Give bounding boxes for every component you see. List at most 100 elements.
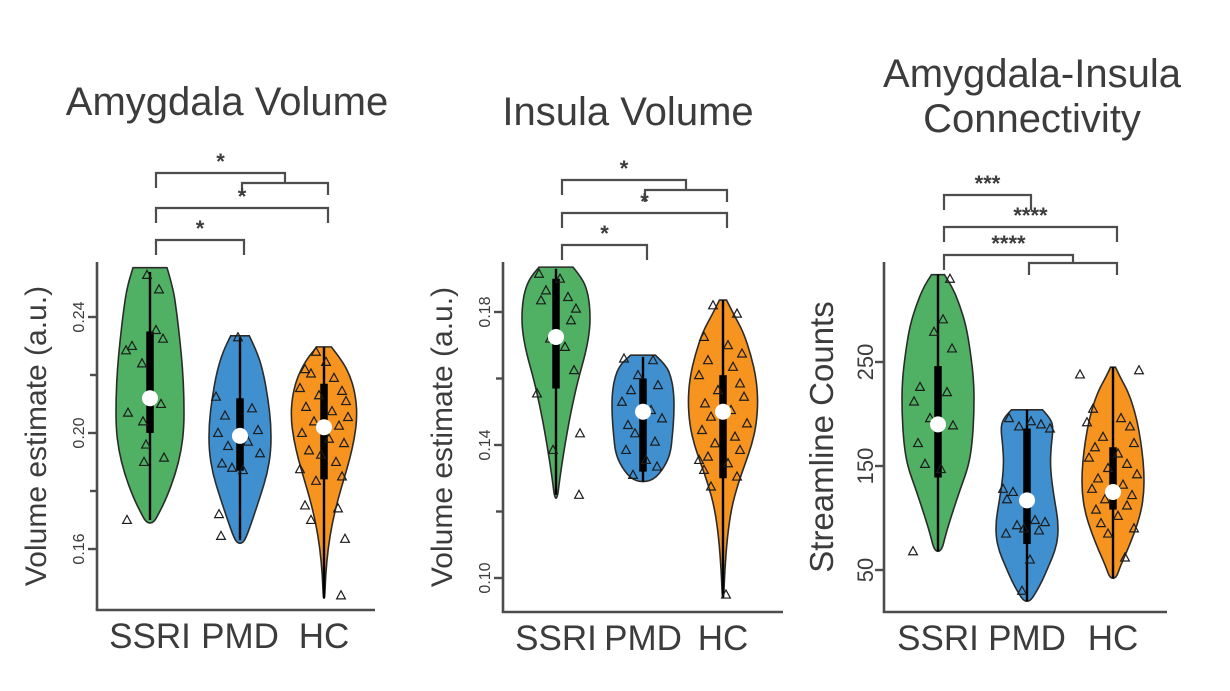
- data-point-triangle: [333, 419, 345, 430]
- data-point-triangle: [627, 469, 639, 479]
- data-point-triangle: [1112, 510, 1124, 520]
- data-point-triangle: [1128, 522, 1140, 533]
- data-point-triangle: [335, 589, 347, 600]
- data-point-triangle: [712, 384, 724, 395]
- tick-label: 0.20: [71, 417, 88, 448]
- median-dot: [316, 419, 332, 436]
- data-point-triangle: [535, 294, 547, 305]
- data-point-triangle: [1124, 420, 1136, 431]
- tick-label: 0.18: [477, 296, 494, 327]
- data-point-triangle: [573, 489, 585, 499]
- data-point-triangle: [629, 427, 641, 438]
- data-point-triangle: [1119, 551, 1131, 562]
- data-point-triangle: [141, 269, 153, 279]
- x-label-ssri: SSRI: [897, 619, 979, 658]
- data-point-triangle: [616, 395, 628, 406]
- panel3-title: Amygdala-Insula Connectivity: [883, 52, 1181, 141]
- data-point-triangle: [547, 444, 559, 455]
- panel-1: 0.24 0.20 0.16 Volume estimate (a.u.) SSRI PM…: [20, 149, 375, 656]
- data-point-triangle: [219, 409, 231, 420]
- tick-label: 250: [853, 344, 878, 381]
- data-point-triangle: [622, 419, 634, 430]
- data-point-triangle: [625, 384, 637, 395]
- data-point-triangle: [722, 339, 734, 350]
- median-dot: [142, 390, 158, 407]
- data-point-triangle: [338, 437, 350, 448]
- y-axis-label: Streamline Counts: [803, 301, 840, 572]
- data-point-triangle: [1086, 483, 1098, 493]
- data-point-triangle: [1097, 431, 1109, 441]
- data-point-triangle: [640, 454, 652, 465]
- data-point-triangle: [1102, 527, 1114, 538]
- data-point-triangle: [693, 454, 705, 465]
- data-point-triangle: [919, 458, 931, 468]
- y-axis-label: Volume estimate (a.u.): [20, 286, 53, 586]
- data-point-triangle: [698, 331, 710, 341]
- data-point-triangle: [1115, 412, 1127, 423]
- data-point-triangle: [1033, 524, 1045, 535]
- significance-label: ****: [1013, 203, 1048, 228]
- data-point-triangle: [1095, 517, 1107, 528]
- data-point-triangle: [618, 352, 630, 363]
- data-point-triangle: [296, 427, 308, 438]
- data-point-triangle: [1003, 412, 1015, 423]
- data-point-triangle: [1102, 462, 1114, 473]
- data-point-triangle: [1029, 514, 1041, 525]
- data-point-triangle: [941, 386, 953, 397]
- data-point-triangle: [731, 307, 743, 318]
- data-point-triangle: [1131, 468, 1143, 479]
- data-point-triangle: [294, 463, 306, 474]
- data-point-triangle: [153, 283, 165, 294]
- data-point-triangle: [649, 435, 661, 446]
- data-point-triangle: [213, 508, 225, 519]
- data-point-triangle: [1001, 493, 1013, 504]
- median-dot: [1105, 484, 1121, 500]
- tick-label: 0.16: [71, 533, 88, 564]
- data-point-triangle: [310, 474, 322, 485]
- x-label-pmd: PMD: [604, 619, 682, 658]
- data-point-triangle: [121, 514, 133, 525]
- data-point-triangle: [946, 342, 958, 353]
- data-point-triangle: [226, 461, 238, 472]
- x-label-hc: HC: [1088, 619, 1139, 658]
- data-point-triangle: [540, 284, 552, 295]
- data-point-triangle: [342, 411, 354, 422]
- data-point-triangle: [212, 427, 224, 438]
- data-point-triangle: [216, 457, 228, 468]
- data-point-triangle: [731, 470, 743, 481]
- data-point-triangle: [554, 272, 566, 283]
- data-point-triangle: [305, 367, 317, 378]
- data-point-triangle: [1035, 418, 1047, 429]
- data-point-triangle: [935, 463, 947, 474]
- data-point-triangle: [1087, 402, 1099, 413]
- data-point-triangle: [140, 438, 152, 449]
- data-point-triangle: [928, 325, 940, 336]
- y-axis-label: Volume estimate (a.u.): [426, 287, 459, 587]
- data-point-triangle: [137, 415, 149, 426]
- data-point-triangle: [736, 347, 748, 358]
- data-point-triangle: [1025, 415, 1037, 426]
- data-point-triangle: [122, 406, 134, 417]
- data-point-triangle: [705, 480, 717, 491]
- significance-label: ***: [975, 171, 1001, 196]
- data-point-triangle: [632, 369, 644, 380]
- x-label-ssri: SSRI: [109, 617, 191, 656]
- data-point-triangle: [1007, 486, 1019, 497]
- data-point-triangle: [707, 299, 719, 310]
- significance-bracket: [942, 253, 1119, 275]
- data-point-triangle: [158, 451, 170, 462]
- data-point-triangle: [294, 382, 306, 393]
- data-point-triangle: [308, 415, 320, 426]
- median-dot: [635, 403, 651, 420]
- data-point-triangle: [323, 432, 335, 443]
- data-point-triangle: [313, 389, 325, 400]
- data-point-triangle: [299, 499, 311, 510]
- data-point-triangle: [1081, 416, 1093, 427]
- median-dot: [232, 427, 248, 444]
- median-dot: [548, 328, 564, 345]
- data-point-triangle: [908, 395, 920, 406]
- x-label-ssri: SSRI: [515, 619, 597, 658]
- data-point-triangle: [1044, 422, 1056, 433]
- data-point-triangle: [1074, 368, 1086, 379]
- data-point-triangle: [150, 324, 162, 335]
